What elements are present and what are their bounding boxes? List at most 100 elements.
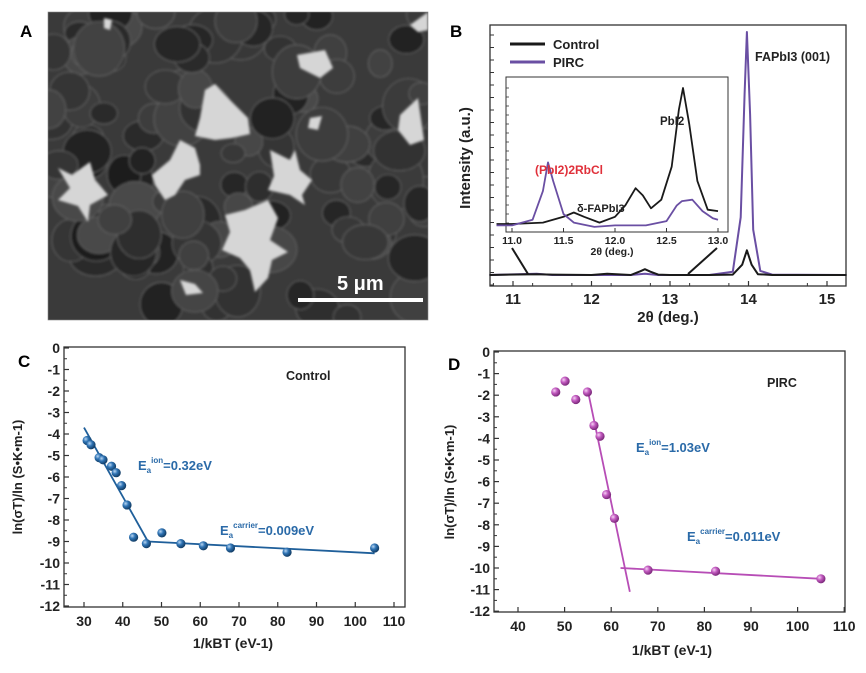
inset-annotation-rbcl: (PbI2)2RbCl xyxy=(535,163,603,177)
y-axis-ticks-b xyxy=(490,34,494,286)
inset-annotation-delta: δ-FAPbI3 xyxy=(577,203,625,215)
x-tick-label: 110 xyxy=(833,618,856,634)
inset-series-line-pirc xyxy=(496,161,719,228)
x-tick-label: 30 xyxy=(76,613,92,629)
panel-letter-b: B xyxy=(450,22,462,41)
sem-grain xyxy=(48,33,72,71)
x-tick-label: 50 xyxy=(154,613,170,629)
axes-c: 0 -1 -2 -3 -4 -5 -6 -7 -8 -9 -10 -11 -12 30 40 50 60 70 80… xyxy=(40,340,406,629)
bright-crystal xyxy=(398,98,424,145)
data-point xyxy=(86,440,96,450)
legend-label-pirc: PIRC xyxy=(553,55,585,70)
y-tick-label: -12 xyxy=(470,603,490,619)
data-point xyxy=(129,532,139,542)
sem-grain xyxy=(284,12,310,26)
data-point xyxy=(595,431,605,441)
y-tick-label: -7 xyxy=(478,495,491,511)
x-tick-label: 110 xyxy=(383,613,406,629)
x-tick-label: 90 xyxy=(309,613,325,629)
sem-image xyxy=(48,12,428,320)
chart-title-d: PIRC xyxy=(767,376,797,390)
y-tick-label: -2 xyxy=(478,387,491,403)
bright-crystal xyxy=(268,150,312,205)
data-point xyxy=(370,543,380,553)
sem-grain xyxy=(73,21,125,77)
sem-grain xyxy=(220,143,246,164)
energy-d-carrier-sup: carrier xyxy=(700,527,725,536)
y-tick-label: -2 xyxy=(48,383,61,399)
sem-grain xyxy=(286,280,315,310)
sem-grain xyxy=(333,304,362,320)
annotation-main-peak: FAPbI3 (001) xyxy=(755,50,830,64)
sem-grain xyxy=(340,167,375,203)
energy-label-c-carrier: Eacarrier=0.009eV xyxy=(220,521,314,540)
y-axis-label-d: ln(σT)/ln (S•K•m-1) xyxy=(442,425,457,540)
panel-c: C 0 -1 -2 -3 -4 -5 -6 -7 -8 -9 -10 -11 -12 30 40 50 60 70… xyxy=(10,340,406,651)
data-point xyxy=(157,528,167,538)
plot-frame-d xyxy=(493,350,846,613)
y-tick-label: -9 xyxy=(478,538,491,554)
x-tick-label: 80 xyxy=(697,618,713,634)
y-tick-label: -4 xyxy=(478,430,491,446)
x-tick-label: 70 xyxy=(650,618,666,634)
sem-grain xyxy=(408,82,428,106)
bright-crystal xyxy=(222,200,288,292)
inset-connector-right xyxy=(687,247,718,275)
data-point xyxy=(225,543,236,553)
data-point xyxy=(560,376,570,386)
panel-letter-a: A xyxy=(20,22,32,41)
y-tick-label: -3 xyxy=(478,409,491,425)
sem-grain xyxy=(295,106,349,162)
inset-b: 11.0 11.5 12.0 12.5 13.0 2θ (deg.) (PbI2)2Rb… xyxy=(496,76,729,275)
y-tick-label: -8 xyxy=(478,517,491,533)
points-d xyxy=(551,376,826,584)
y-tick-label: -12 xyxy=(40,598,60,614)
y-tick-label: -7 xyxy=(48,491,61,507)
bright-crystal xyxy=(180,280,203,295)
fit-line-carrier xyxy=(620,567,821,580)
data-point xyxy=(643,565,653,575)
y-tick-label: -5 xyxy=(478,452,491,468)
sem-grain xyxy=(249,97,295,140)
sem-grain xyxy=(48,89,67,130)
panel-b: B 11 12 13 14 15 Intensity (a.u.) 2θ (deg.) … xyxy=(450,22,847,326)
x-tick-label-b: 14 xyxy=(740,291,757,308)
data-point xyxy=(609,513,620,523)
sem-grain xyxy=(388,24,425,55)
energy-d-carrier-sub: a xyxy=(696,537,701,546)
energy-c-ion-sup: ion xyxy=(151,456,163,465)
data-point xyxy=(111,468,121,478)
x-axis-label-b: 2θ (deg.) xyxy=(637,309,698,326)
sem-grain xyxy=(403,185,428,223)
bright-crystal xyxy=(152,140,200,200)
x-tick-label-b: 11 xyxy=(505,291,521,308)
data-point xyxy=(601,489,612,500)
energy-c-carrier-value: =0.009eV xyxy=(258,523,314,538)
y-tick-label: -9 xyxy=(48,534,61,550)
sem-grain xyxy=(245,171,274,203)
energy-label-d-carrier: Eacarrier=0.011eV xyxy=(687,527,781,546)
energy-d-ion-main: E xyxy=(636,440,645,455)
legend-b: Control PIRC xyxy=(510,37,599,70)
data-point xyxy=(116,481,127,491)
sem-grain xyxy=(161,190,205,239)
scale-bar-label: 5 μm xyxy=(337,273,384,295)
bright-crystal xyxy=(297,50,333,78)
inset-x-tick-label: 12.5 xyxy=(656,235,677,247)
data-point xyxy=(589,420,599,431)
y-tick-label: 0 xyxy=(482,344,490,360)
x-tick-label: 50 xyxy=(557,618,573,634)
inset-x-tick-label: 11.5 xyxy=(554,235,574,247)
sem-grain xyxy=(342,224,389,261)
energy-c-carrier-sup: carrier xyxy=(233,521,258,530)
x-tick-label-b: 12 xyxy=(583,291,600,308)
x-axis-b: 11 12 13 14 15 xyxy=(492,281,836,308)
x-tick-label-b: 15 xyxy=(819,291,836,308)
x-tick-label: 100 xyxy=(786,618,810,634)
y-tick-label: -6 xyxy=(48,469,61,485)
bright-crystal xyxy=(58,162,108,222)
points-c xyxy=(82,435,380,557)
y-axis-label-b: Intensity (a.u.) xyxy=(457,107,474,209)
series-group-b xyxy=(489,31,847,276)
